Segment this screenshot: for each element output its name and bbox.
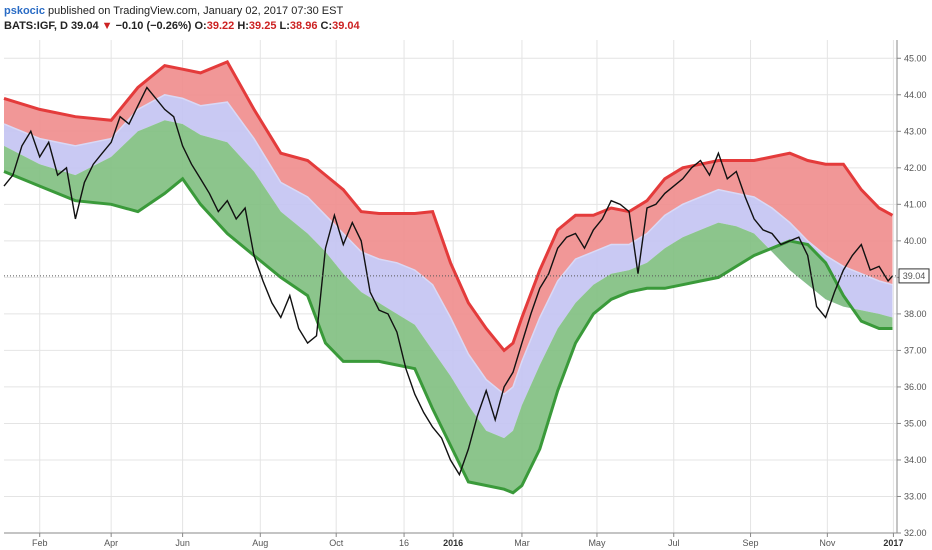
x-tick-label: Feb bbox=[32, 538, 48, 548]
close-value: 39.04 bbox=[332, 20, 360, 32]
y-tick-label: 45.00 bbox=[904, 53, 927, 63]
high-value: 39.25 bbox=[248, 20, 277, 32]
y-tick-label: 40.00 bbox=[904, 236, 927, 246]
chart-header: pskocic published on TradingView.com, Ja… bbox=[0, 0, 932, 40]
open-label: O: bbox=[194, 20, 207, 32]
published-text: published on TradingView.com, January 02… bbox=[48, 5, 344, 17]
x-tick-label: 16 bbox=[399, 538, 409, 548]
x-tick-label: 2016 bbox=[443, 538, 463, 548]
low-value: 38.96 bbox=[289, 20, 318, 32]
y-tick-label: 36.00 bbox=[904, 382, 927, 392]
x-tick-label: Aug bbox=[252, 538, 268, 548]
y-tick-label: 38.00 bbox=[904, 309, 927, 319]
price-line bbox=[3, 86, 894, 477]
y-tick-label: 32.00 bbox=[904, 528, 927, 538]
x-tick-label: Sep bbox=[743, 538, 759, 548]
y-tick-label: 42.00 bbox=[904, 163, 927, 173]
x-tick-label: Mar bbox=[514, 538, 530, 548]
low-label: L: bbox=[279, 20, 290, 32]
x-tick-label: Jul bbox=[668, 538, 680, 548]
publish-line: pskocic published on TradingView.com, Ja… bbox=[4, 5, 343, 17]
lower-band-fill bbox=[4, 120, 893, 493]
lower-band-line bbox=[3, 170, 893, 495]
change-value: −0.10 (−0.26%) bbox=[115, 20, 192, 32]
price-badge-label: 39.04 bbox=[903, 271, 926, 281]
middle-band-line bbox=[3, 94, 893, 396]
open-value: 39.22 bbox=[206, 20, 235, 32]
y-tick-label: 35.00 bbox=[904, 418, 927, 428]
upper-band-line bbox=[3, 60, 894, 353]
y-tick-label: 34.00 bbox=[904, 455, 927, 465]
middle-band-fill bbox=[4, 94, 893, 439]
x-tick-label: Oct bbox=[329, 538, 344, 548]
x-tick-label: Nov bbox=[819, 538, 836, 548]
x-tick-label: 2017 bbox=[883, 538, 903, 548]
y-tick-label: 43.00 bbox=[904, 126, 927, 136]
x-tick-label: Apr bbox=[104, 538, 118, 548]
close-label: C: bbox=[320, 20, 333, 32]
y-tick-label: 33.00 bbox=[904, 491, 927, 501]
y-tick-label: 41.00 bbox=[904, 199, 927, 209]
symbol-label[interactable]: BATS:IGF, D bbox=[4, 20, 68, 32]
x-tick-label: Jun bbox=[175, 538, 190, 548]
author-link[interactable]: pskocic bbox=[4, 5, 45, 17]
price-badge bbox=[898, 268, 930, 284]
ohlc-line: BATS:IGF, D 39.04 ▼ −0.10 (−0.26%) O:39.… bbox=[4, 20, 360, 32]
high-label: H: bbox=[237, 20, 249, 32]
x-tick-label: May bbox=[588, 538, 606, 548]
y-tick-label: 37.00 bbox=[904, 345, 927, 355]
y-tick-label: 44.00 bbox=[904, 90, 927, 100]
down-arrow-icon: ▼ bbox=[101, 20, 113, 32]
last-price: 39.04 bbox=[71, 20, 99, 32]
